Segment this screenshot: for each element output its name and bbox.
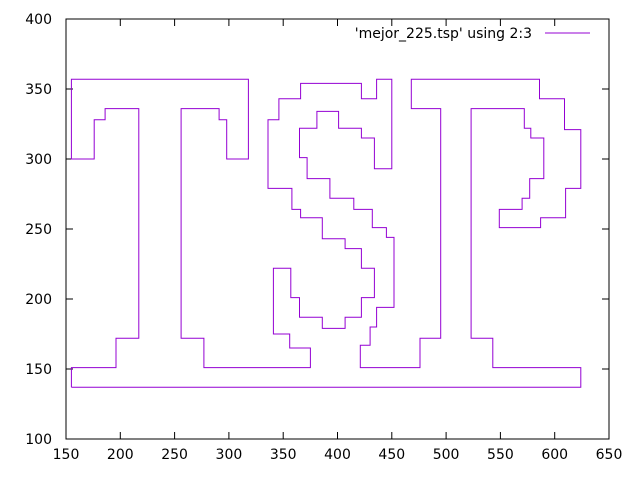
y-tick-label: 250 <box>25 222 52 238</box>
y-tick-label: 200 <box>25 292 52 308</box>
x-tick-label: 600 <box>541 447 568 463</box>
x-tick-label: 200 <box>107 447 134 463</box>
y-axis-ticks: 100 150 200 250 300 350 400 <box>25 12 609 448</box>
series-layer <box>70 78 582 388</box>
legend-label: 'mejor_225.tsp' using 2:3 <box>355 26 532 42</box>
x-tick-label: 300 <box>216 447 243 463</box>
x-tick-label: 650 <box>596 447 623 463</box>
x-tick-label: 450 <box>378 447 405 463</box>
y-tick-label: 150 <box>25 362 52 378</box>
x-tick-label: 150 <box>53 447 80 463</box>
x-tick-label: 350 <box>270 447 297 463</box>
plot-frame <box>65 18 610 440</box>
x-tick-label: 250 <box>161 447 188 463</box>
x-tick-label: 550 <box>487 447 514 463</box>
y-tick-label: 400 <box>25 12 52 28</box>
x-axis-ticks: 150 200 250 300 350 400 450 500 550 600 650 <box>53 19 623 463</box>
series-path <box>70 78 582 388</box>
y-tick-label: 100 <box>25 432 52 448</box>
legend: 'mejor_225.tsp' using 2:3 <box>355 26 590 42</box>
x-tick-label: 500 <box>433 447 460 463</box>
y-tick-label: 300 <box>25 152 52 168</box>
plot-border <box>65 18 610 440</box>
y-tick-label: 350 <box>25 82 52 98</box>
x-tick-label: 400 <box>324 447 351 463</box>
